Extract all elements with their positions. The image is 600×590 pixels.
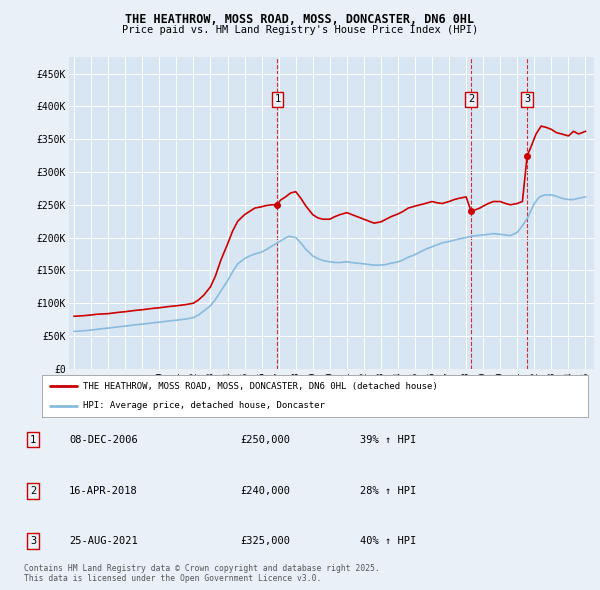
- Text: 3: 3: [524, 94, 530, 104]
- Text: 3: 3: [30, 536, 36, 546]
- Text: 1: 1: [30, 435, 36, 444]
- Text: 39% ↑ HPI: 39% ↑ HPI: [360, 435, 416, 444]
- Text: 28% ↑ HPI: 28% ↑ HPI: [360, 486, 416, 496]
- Text: 2: 2: [30, 486, 36, 496]
- Text: HPI: Average price, detached house, Doncaster: HPI: Average price, detached house, Donc…: [83, 401, 325, 410]
- Text: 16-APR-2018: 16-APR-2018: [69, 486, 138, 496]
- Text: Contains HM Land Registry data © Crown copyright and database right 2025.
This d: Contains HM Land Registry data © Crown c…: [24, 564, 380, 583]
- Text: THE HEATHROW, MOSS ROAD, MOSS, DONCASTER, DN6 0HL (detached house): THE HEATHROW, MOSS ROAD, MOSS, DONCASTER…: [83, 382, 438, 391]
- Text: 2: 2: [468, 94, 474, 104]
- Text: Price paid vs. HM Land Registry's House Price Index (HPI): Price paid vs. HM Land Registry's House …: [122, 25, 478, 35]
- Text: 08-DEC-2006: 08-DEC-2006: [69, 435, 138, 444]
- Text: 40% ↑ HPI: 40% ↑ HPI: [360, 536, 416, 546]
- Text: 25-AUG-2021: 25-AUG-2021: [69, 536, 138, 546]
- Text: THE HEATHROW, MOSS ROAD, MOSS, DONCASTER, DN6 0HL: THE HEATHROW, MOSS ROAD, MOSS, DONCASTER…: [125, 13, 475, 26]
- Text: £240,000: £240,000: [240, 486, 290, 496]
- Text: £250,000: £250,000: [240, 435, 290, 444]
- Text: 1: 1: [274, 94, 281, 104]
- Text: £325,000: £325,000: [240, 536, 290, 546]
